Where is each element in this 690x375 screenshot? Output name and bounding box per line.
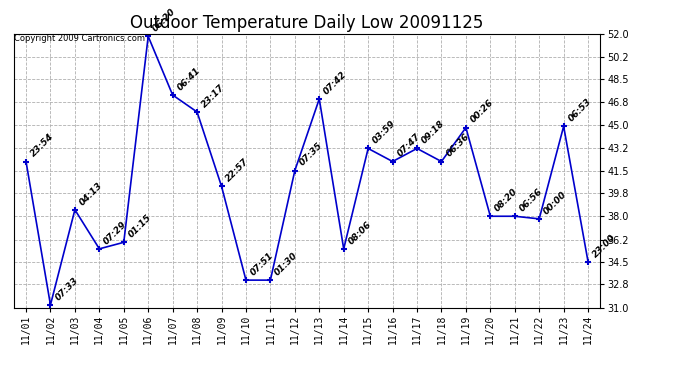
- Title: Outdoor Temperature Daily Low 20091125: Outdoor Temperature Daily Low 20091125: [130, 14, 484, 32]
- Text: 00:26: 00:26: [469, 98, 495, 125]
- Text: 04:13: 04:13: [78, 180, 104, 207]
- Text: 01:30: 01:30: [273, 251, 299, 278]
- Text: 23:54: 23:54: [29, 132, 55, 159]
- Text: 06:56: 06:56: [518, 187, 544, 213]
- Text: 09:18: 09:18: [420, 119, 446, 146]
- Text: 07:33: 07:33: [53, 276, 80, 302]
- Text: 07:35: 07:35: [297, 141, 324, 168]
- Text: 03:59: 03:59: [371, 119, 397, 146]
- Text: 06:36: 06:36: [444, 132, 471, 159]
- Text: 08:20: 08:20: [493, 187, 520, 213]
- Text: 07:51: 07:51: [248, 251, 275, 278]
- Text: 00:00: 00:00: [542, 189, 569, 216]
- Text: 22:57: 22:57: [224, 157, 251, 183]
- Text: 06:53: 06:53: [566, 97, 593, 123]
- Text: 08:06: 08:06: [346, 219, 373, 246]
- Text: 23:00: 23:00: [591, 232, 618, 259]
- Text: 07:42: 07:42: [322, 69, 348, 96]
- Text: 07:29: 07:29: [102, 219, 129, 246]
- Text: 23:17: 23:17: [200, 82, 226, 109]
- Text: 07:47: 07:47: [395, 132, 422, 159]
- Text: 01:15: 01:15: [126, 213, 153, 240]
- Text: 06:41: 06:41: [175, 66, 202, 92]
- Text: 06:20: 06:20: [151, 7, 177, 34]
- Text: Copyright 2009 Cartronics.com: Copyright 2009 Cartronics.com: [14, 34, 145, 43]
